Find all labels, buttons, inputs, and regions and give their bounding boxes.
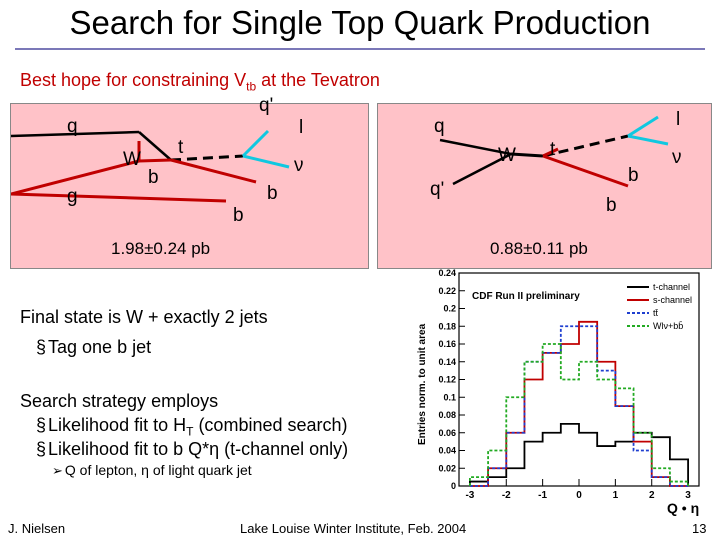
final-state-text: Final state is W + exactly 2 jets bbox=[20, 307, 268, 327]
tag-bullet: Tag one b jet bbox=[36, 336, 151, 358]
x-tick-label: -3 bbox=[465, 490, 474, 501]
strategy-text: Search strategy employs bbox=[20, 391, 219, 411]
x-tick-label: 2 bbox=[649, 490, 655, 501]
label-q-prime: q' bbox=[430, 179, 445, 200]
chart-layer: 0 0.02 0.04 0.06 0.08 0.1 0.12 0.14 0.16 0.18 0.2 0… bbox=[438, 268, 695, 501]
y-tick-label: 0.16 bbox=[438, 339, 456, 349]
y-tick-label: 0 bbox=[451, 481, 456, 491]
subtitle-sub: tb bbox=[246, 79, 257, 94]
ht-sub: T bbox=[186, 424, 194, 439]
y-tick-label: 0.2 bbox=[443, 304, 456, 314]
diagram-left-panel: q' q l W t ν b g b b 1.98±0.24 pb bbox=[10, 96, 369, 269]
footer-page: 13 bbox=[692, 521, 707, 536]
y-tick-label: 0.12 bbox=[438, 375, 456, 385]
label-q: q bbox=[67, 116, 78, 137]
x-tick-label: 3 bbox=[685, 490, 691, 501]
label-b-3: b bbox=[233, 205, 244, 226]
y-tick-label: 0.1 bbox=[443, 392, 456, 402]
legend-label: t-channel bbox=[653, 282, 690, 292]
label-b-1: b bbox=[628, 165, 639, 186]
label-b-1: b bbox=[148, 167, 159, 188]
y-tick-label: 0.02 bbox=[438, 463, 456, 473]
qnote-text: Q of lepton, η of light quark jet bbox=[64, 462, 252, 478]
label-t: t bbox=[550, 139, 556, 160]
x-tick-label: -2 bbox=[502, 490, 511, 501]
subtitle-prefix: Best hope for constraining V bbox=[20, 70, 247, 90]
chart-ylabel: Entries norm. to unit area bbox=[417, 323, 428, 445]
cross-section-left: 1.98±0.24 pb bbox=[111, 239, 211, 258]
cross-section-right: 0.88±0.11 pb bbox=[490, 239, 588, 258]
series-line-3 bbox=[469, 343, 689, 486]
chart-xlabel: Q • η bbox=[667, 500, 699, 516]
qnote-arrow: Q of lepton, η of light quark jet bbox=[52, 462, 252, 479]
legend-label: tt̄ bbox=[653, 308, 659, 318]
ht-bullet: Likelihood fit to HT (combined search) bbox=[36, 414, 348, 443]
tag-text: Tag one b jet bbox=[48, 337, 152, 357]
slide-title: Search for Single Top Quark Production bbox=[69, 4, 651, 41]
label-nu: ν bbox=[294, 155, 304, 176]
diagram-left-lines bbox=[11, 129, 290, 203]
diagram-right-lines bbox=[439, 115, 669, 188]
footer-author: J. Nielsen bbox=[8, 521, 66, 536]
x-tick-label: -1 bbox=[538, 490, 547, 501]
y-tick-label: 0.22 bbox=[438, 286, 456, 296]
slide-subtitle: Best hope for constraining Vtb at the Te… bbox=[20, 70, 380, 94]
legend-label: s-channel bbox=[653, 295, 692, 305]
title-rule bbox=[15, 48, 705, 50]
x-tick-label: 0 bbox=[576, 490, 582, 501]
ht-prefix: Likelihood fit to H bbox=[48, 415, 187, 435]
y-tick-label: 0.04 bbox=[438, 446, 456, 456]
label-g: g bbox=[67, 186, 78, 207]
ht-suffix: (combined search) bbox=[193, 415, 348, 435]
label-nu: ν bbox=[672, 147, 682, 168]
qeta-text: Likelihood fit to b Q*η (t-channel only) bbox=[48, 439, 349, 459]
q-eta-chart: Entries norm. to unit area CDF Run II pr… bbox=[417, 268, 700, 516]
diagram-right-panel: q l W t ν b q' b 0.88±0.11 pb bbox=[377, 103, 712, 269]
y-tick-label: 0.08 bbox=[438, 410, 456, 420]
label-q: q bbox=[434, 116, 445, 137]
chart-title: CDF Run II preliminary bbox=[472, 291, 580, 302]
x-tick-label: 1 bbox=[613, 490, 619, 501]
y-tick-label: 0.24 bbox=[438, 268, 456, 278]
label-l: l bbox=[299, 117, 304, 138]
label-l: l bbox=[676, 109, 681, 130]
y-tick-label: 0.14 bbox=[438, 357, 456, 367]
qeta-bullet: Likelihood fit to b Q*η (t-channel only) bbox=[36, 438, 348, 460]
legend-label: Wlν+bb̄ bbox=[653, 321, 683, 331]
footer-event: Lake Louise Winter Institute, Feb. 2004 bbox=[240, 521, 467, 536]
label-b-2: b bbox=[606, 195, 617, 216]
label-w: W bbox=[123, 149, 141, 170]
label-q-prime: q' bbox=[259, 95, 274, 116]
label-b-2: b bbox=[267, 183, 278, 204]
label-w: W bbox=[498, 145, 516, 166]
chart-title-bg bbox=[470, 285, 582, 303]
y-tick-label: 0.18 bbox=[438, 321, 456, 331]
subtitle-suffix: at the Tevatron bbox=[256, 70, 380, 90]
y-tick-label: 0.06 bbox=[438, 428, 456, 438]
label-t: t bbox=[178, 137, 184, 158]
